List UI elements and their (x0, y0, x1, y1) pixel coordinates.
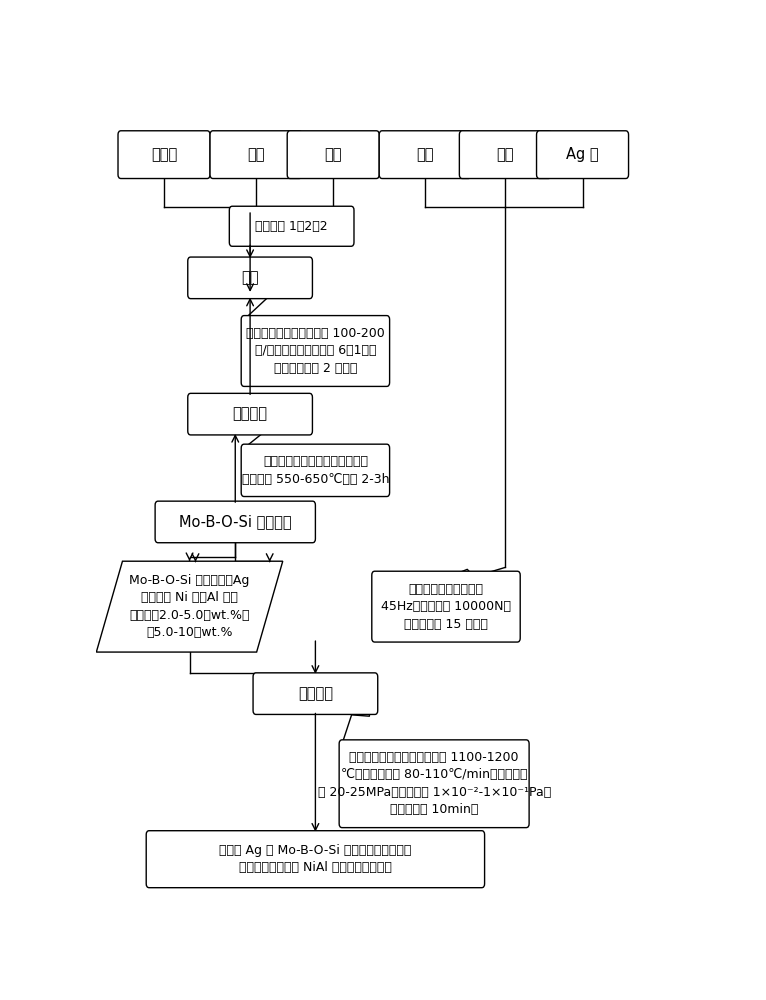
FancyBboxPatch shape (339, 740, 529, 828)
FancyBboxPatch shape (146, 831, 485, 888)
FancyBboxPatch shape (188, 393, 313, 435)
Text: 气氛烧结炉内置石墨粉，气氛烧
结工艺为 550-650℃保温 2-3h: 气氛烧结炉内置石墨粉，气氛烧 结工艺为 550-650℃保温 2-3h (241, 455, 389, 486)
Text: Ag 粉: Ag 粉 (566, 147, 599, 162)
Text: 硷粉: 硷粉 (247, 147, 265, 162)
Text: 硅粉: 硅粉 (325, 147, 342, 162)
Text: 铝粉: 铝粉 (496, 147, 514, 162)
FancyBboxPatch shape (379, 131, 471, 179)
Polygon shape (97, 561, 283, 652)
Text: Mo-B-O-Si 板状晶体、Ag
粉分别为 Ni 粉、Al 粉总
质量的（2.0-5.0）wt.%和
（5.0-10）wt.%: Mo-B-O-Si 板状晶体、Ag 粉分别为 Ni 粉、Al 粉总 质量的（2.… (129, 574, 250, 639)
Text: 振动混料（振动频率为
45Hz，振动力为 10000N，
振荡时间为 15 分钟）: 振动混料（振动频率为 45Hz，振动力为 10000N， 振荡时间为 15 分钟… (381, 583, 511, 631)
FancyBboxPatch shape (460, 131, 552, 179)
FancyBboxPatch shape (372, 571, 520, 642)
Text: Mo-B-O-Si 板状晶体: Mo-B-O-Si 板状晶体 (179, 514, 292, 529)
Text: 镁粉: 镁粉 (417, 147, 434, 162)
FancyBboxPatch shape (287, 131, 379, 179)
Text: 烧结配料: 烧结配料 (298, 686, 333, 701)
Text: 行星球磨（球磨机转速为 100-200
转/分钟、球料质量比为 6：1，行
星球磨时间为 2 小时）: 行星球磨（球磨机转速为 100-200 转/分钟、球料质量比为 6：1，行 星球… (246, 327, 385, 375)
FancyBboxPatch shape (155, 501, 316, 543)
FancyBboxPatch shape (253, 673, 378, 714)
Text: 钒酸铵: 钒酸铵 (151, 147, 177, 162)
FancyBboxPatch shape (229, 206, 354, 246)
FancyBboxPatch shape (241, 316, 390, 386)
FancyBboxPatch shape (118, 131, 210, 179)
Text: 一种以 Ag 和 Mo-B-O-Si 四元板状晶体为润滑
相和增强相的新型 NiAl 基自润滑复合材料: 一种以 Ag 和 Mo-B-O-Si 四元板状晶体为润滑 相和增强相的新型 Ni… (219, 844, 411, 874)
FancyBboxPatch shape (536, 131, 629, 179)
FancyBboxPatch shape (241, 444, 390, 497)
FancyBboxPatch shape (210, 131, 302, 179)
FancyBboxPatch shape (188, 257, 313, 299)
Text: 配料: 配料 (241, 270, 259, 285)
Text: 摩尔比为 1：2：2: 摩尔比为 1：2：2 (255, 220, 328, 233)
Text: 混合粉料: 混合粉料 (233, 407, 267, 422)
Text: 放电等离子烧结（烧结温度为 1100-1200
℃、升温速率为 80-110℃/min、烧结压力
为 20-25MPa、真空度为 1×10⁻²-1×10⁻¹Pa: 放电等离子烧结（烧结温度为 1100-1200 ℃、升温速率为 80-110℃/… (317, 751, 551, 816)
